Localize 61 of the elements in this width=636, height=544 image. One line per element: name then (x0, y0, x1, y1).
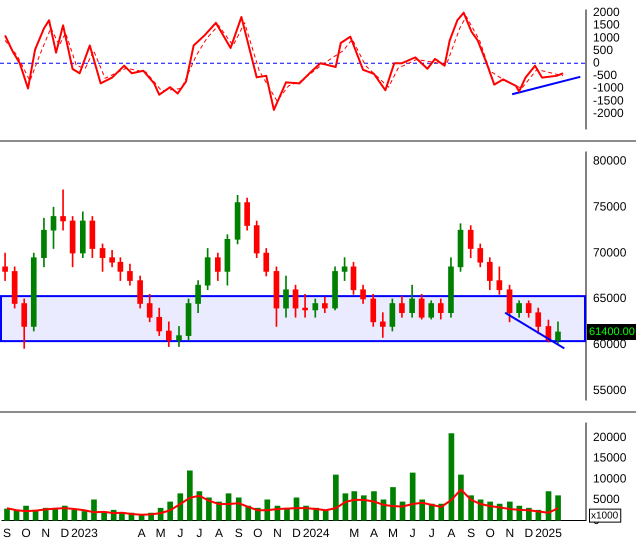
x-tick-label: N (41, 526, 50, 540)
y-tick-label: -2000 (593, 106, 624, 120)
x-tick-label: S (2, 526, 12, 540)
bar (546, 491, 552, 521)
y-tick-label: 80000 (593, 154, 627, 168)
y-tick-label: 65000 (593, 291, 627, 306)
x-tick-label: J (196, 526, 202, 540)
y-tick-label: 5000 (593, 492, 620, 506)
x-tick-label: N (273, 526, 282, 540)
x-tick-label: A (215, 526, 224, 540)
x-tick-label: J (177, 526, 184, 540)
y-tick-label: 1000 (593, 30, 620, 44)
bar (458, 474, 464, 521)
bar (410, 472, 416, 521)
y-tick-label: 1500 (593, 18, 620, 32)
bar (82, 511, 88, 521)
x-tick-label: 2024 (302, 526, 330, 540)
bar (390, 487, 396, 521)
y-tick-label: 15000 (593, 450, 627, 465)
x-tick-label: A (370, 526, 378, 540)
x-tick-label: S (467, 526, 476, 540)
y-tick-label: 75000 (593, 200, 627, 214)
y-tick-label: -1000 (593, 80, 624, 95)
y-tick-label: 2000 (593, 5, 620, 20)
bar (71, 510, 78, 521)
x-tick-label: J (410, 526, 416, 540)
x-tick-label: 2023 (71, 526, 98, 540)
bar (555, 495, 561, 521)
y-tick-label: -1500 (593, 93, 624, 108)
y-tick-label: 70000 (593, 245, 627, 260)
y-tick-label: 10000 (593, 471, 627, 486)
x-tick-label: A (138, 526, 146, 540)
x-tick-label: J (428, 526, 435, 540)
x-tick-label: N (505, 526, 514, 540)
x-tick-label: 2025 (535, 526, 562, 540)
x-tick-label: M (156, 526, 166, 540)
bar (4, 508, 10, 521)
x-tick-label: D (60, 526, 70, 540)
bar (448, 433, 454, 521)
y-tick-label: -500 (593, 68, 618, 82)
y-tick-label: 55000 (593, 382, 627, 397)
x-tick-label: S (234, 526, 243, 540)
x-tick-label: A (447, 526, 456, 540)
bar (380, 500, 386, 521)
bar (226, 493, 232, 521)
x-tick-label: D (524, 526, 534, 540)
x-tick-label: O (485, 526, 495, 540)
text: 61400.00 (589, 326, 635, 338)
bar (333, 474, 339, 521)
x-tick-label: M (349, 526, 360, 540)
text: x1000 (591, 510, 619, 522)
y-tick-label: 60000 (593, 337, 627, 352)
x-tick-label: D (292, 526, 302, 540)
bar (187, 470, 193, 521)
y-tick-label: 500 (593, 42, 614, 57)
bar (371, 491, 377, 521)
x-tick-label: O (253, 526, 262, 540)
y-tick-label: 20000 (593, 430, 627, 444)
x-tick-label: M (388, 526, 398, 540)
x-tick-label: O (21, 526, 31, 540)
y-tick-label: 0 (593, 56, 600, 70)
